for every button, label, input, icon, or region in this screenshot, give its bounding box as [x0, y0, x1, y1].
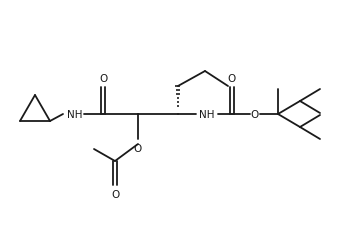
- Text: NH: NH: [67, 109, 83, 119]
- Text: O: O: [111, 189, 119, 199]
- Text: O: O: [134, 143, 142, 153]
- Text: O: O: [251, 109, 259, 119]
- Text: O: O: [99, 74, 107, 84]
- Text: O: O: [228, 74, 236, 84]
- Text: NH: NH: [199, 109, 215, 119]
